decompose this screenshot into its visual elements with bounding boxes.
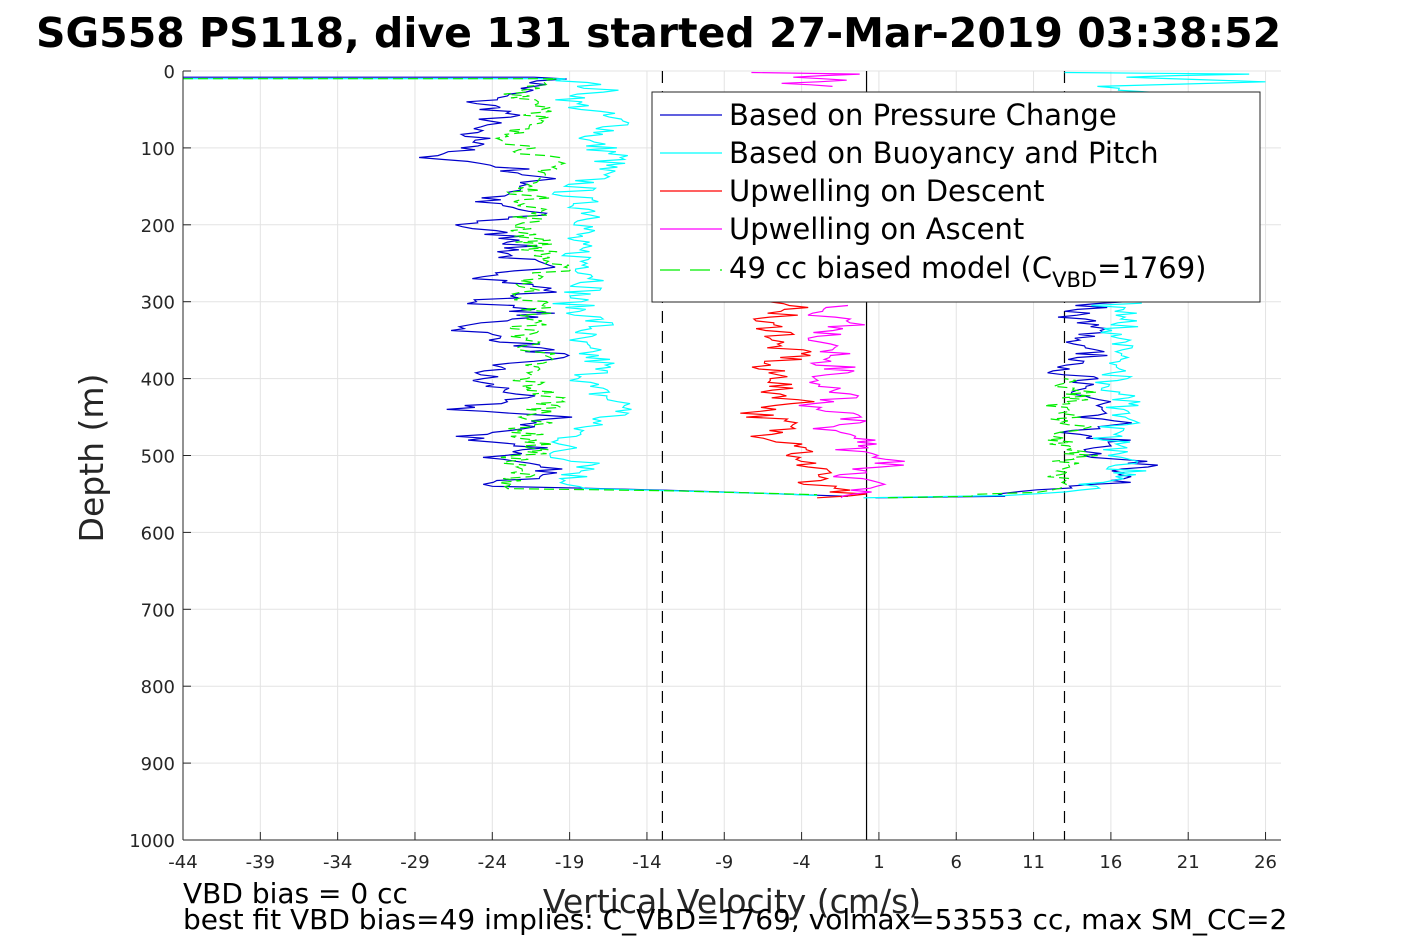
footer-line-1: VBD bias = 0 cc (183, 877, 408, 910)
legend-label-model-sub: VBD (1052, 268, 1097, 292)
series-model_descent (183, 78, 818, 496)
legend-label-upwelling-ascent: Upwelling on Ascent (729, 212, 1024, 246)
y-tick-label: 1000 (129, 831, 175, 852)
legend-label-upwelling-descent: Upwelling on Descent (729, 174, 1045, 208)
y-tick-label: 400 (141, 370, 175, 391)
series-upwelling_ascent (798, 304, 905, 499)
x-tick-label: -4 (793, 852, 811, 873)
footer-line-2: best fit VBD bias=49 implies: C_VBD=1769… (183, 903, 1287, 936)
x-tick-label: -9 (715, 852, 733, 873)
legend-label-model-end: =1769) (1097, 251, 1206, 285)
x-tick-label: 6 (951, 852, 962, 873)
y-tick-label: 300 (141, 293, 175, 314)
legend: Based on Pressure Change Based on Buoyan… (651, 91, 1261, 303)
series-buoyancy_ascent (863, 302, 1147, 499)
x-axis-label: Vertical Velocity (cm/s) (543, 882, 921, 921)
x-tick-labels: -44 -39 -34 -29 -24 -19 -14 -9 -4 1 6 11 16 21 26 (168, 832, 1277, 873)
y-tick-label: 900 (141, 754, 175, 775)
x-tick-label: -19 (555, 852, 584, 873)
legend-label-buoyancy: Based on Buoyancy and Pitch (729, 136, 1159, 170)
chart-title: SG558 PS118, dive 131 started 27-Mar-201… (36, 9, 1281, 57)
series-surface_right (1064, 71, 1266, 95)
x-tick-label: 11 (1022, 852, 1045, 873)
y-tick-label: 0 (164, 62, 175, 83)
y-tick-label: 700 (141, 600, 175, 621)
series-upwelling_surface (751, 71, 860, 87)
y-tick-label: 200 (141, 216, 175, 237)
x-tick-label: -14 (632, 852, 661, 873)
series-pressure_descent (183, 76, 849, 497)
legend-label-model: 49 cc biased model (CVBD=1769) (729, 251, 1207, 292)
legend-label-model-main: 49 cc biased model (C (729, 251, 1052, 285)
series-model_ascent (887, 378, 1098, 499)
series-buoyancy_descent (183, 78, 818, 497)
series-upwelling_descent (740, 301, 867, 499)
x-tick-label: -24 (478, 852, 507, 873)
legend-label-pressure: Based on Pressure Change (729, 98, 1117, 132)
x-tick-label: 26 (1254, 852, 1277, 873)
y-tick-labels: 0 100 200 300 400 500 600 700 800 900 1000 (129, 62, 191, 852)
legend-box (651, 91, 1261, 303)
y-tick-label: 800 (141, 677, 175, 698)
x-tick-label: -44 (168, 852, 197, 873)
x-tick-label: -39 (246, 852, 275, 873)
x-tick-label: 16 (1099, 852, 1122, 873)
y-tick-label: 100 (141, 139, 175, 160)
x-tick-label: -34 (323, 852, 352, 873)
x-tick-label: -29 (400, 852, 429, 873)
y-tick-label: 600 (141, 523, 175, 544)
x-tick-label: 21 (1177, 852, 1200, 873)
data-series (183, 71, 1266, 499)
series-pressure_ascent (875, 301, 1158, 499)
y-tick-label: 500 (141, 447, 175, 468)
x-tick-label: 1 (873, 852, 884, 873)
y-axis-label: Depth (m) (72, 374, 111, 543)
